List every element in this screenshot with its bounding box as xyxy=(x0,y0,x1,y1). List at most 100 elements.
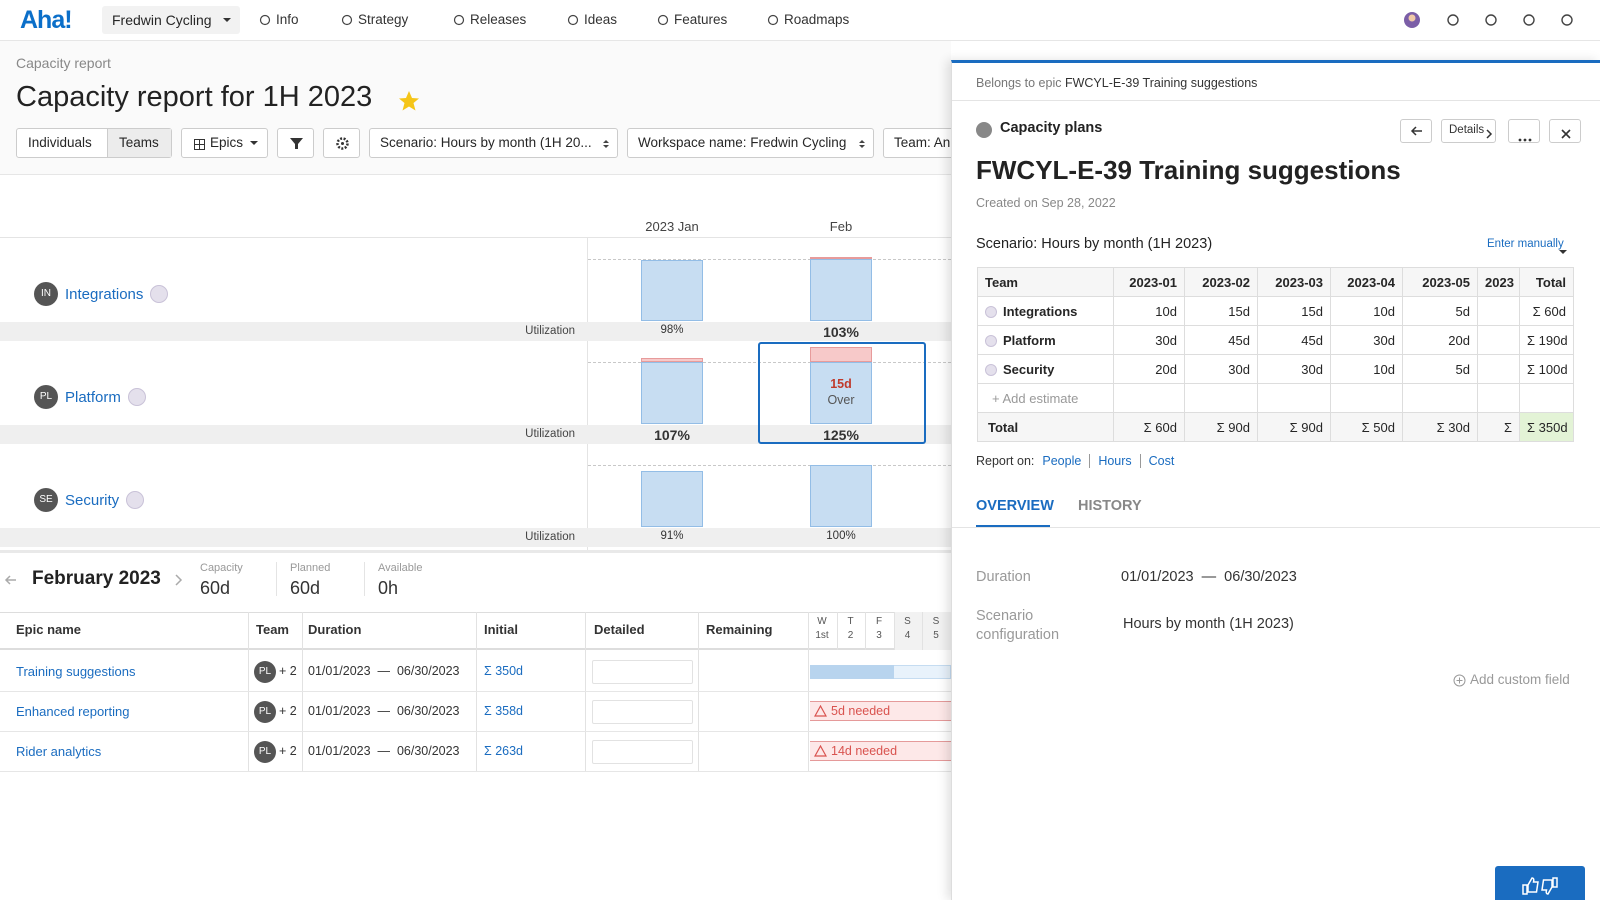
nav-icon-svg xyxy=(453,14,465,26)
details-chevron-svg xyxy=(1486,129,1493,139)
star-svg xyxy=(399,91,419,111)
next-arrow-svg xyxy=(175,574,183,586)
add-estimate[interactable]: + Add estimate xyxy=(977,383,1114,413)
gear-icon xyxy=(336,137,349,150)
column-header: Team xyxy=(977,267,1114,297)
estimate-cell[interactable]: 10d xyxy=(1330,354,1403,384)
day-column xyxy=(922,612,951,650)
epic-name[interactable]: Rider analytics xyxy=(16,744,102,759)
month-header: Feb xyxy=(829,219,853,234)
utilization-band xyxy=(0,322,951,341)
estimate-cell[interactable]: 15d xyxy=(1257,296,1331,326)
details-button[interactable]: Details xyxy=(1441,119,1496,143)
toggle-button[interactable]: Teams xyxy=(119,135,159,150)
settings-button[interactable] xyxy=(323,128,360,158)
tab[interactable]: HISTORY xyxy=(1078,498,1142,514)
back-icon xyxy=(1410,125,1423,137)
label-column-divider xyxy=(587,238,588,550)
estimate-cell[interactable]: 20d xyxy=(1113,354,1185,384)
filter-select[interactable]: Workspace name: Fredwin Cycling xyxy=(627,128,874,158)
field-value[interactable]: 01/01/2023 — 06/30/2023 xyxy=(1121,569,1297,585)
logo[interactable]: Aha! xyxy=(20,6,73,34)
totals-row: Total Σ 60d Σ 90d Σ 90d Σ 50d Σ 30d Σ Σ 350d xyxy=(977,412,1574,442)
add-custom-field[interactable]: Add custom field xyxy=(1470,672,1570,687)
detailed-input[interactable] xyxy=(592,660,693,684)
tab-underline xyxy=(976,525,1050,527)
nav-item[interactable]: Features xyxy=(674,12,728,27)
estimate-cell[interactable]: 30d xyxy=(1257,354,1331,384)
team-avatar: PL xyxy=(254,701,276,723)
workspace-dropdown[interactable]: Fredwin Cycling xyxy=(102,6,240,34)
estimate-cell[interactable] xyxy=(1477,325,1520,355)
nav-item[interactable]: Roadmaps xyxy=(784,12,850,27)
estimate-cell[interactable]: 10d xyxy=(1330,296,1403,326)
estimate-cell[interactable]: 20d xyxy=(1402,325,1478,355)
selected-cell[interactable] xyxy=(758,342,926,444)
report-on: Report on: People Hours Cost xyxy=(976,454,1174,468)
nav-icon-svg xyxy=(259,14,271,26)
report-option[interactable]: People xyxy=(1042,454,1082,468)
team-name[interactable]: Security xyxy=(65,491,120,509)
field-value[interactable]: Hours by month (1H 2023) xyxy=(1123,616,1294,632)
team-name[interactable]: Platform xyxy=(65,388,121,406)
back-button[interactable] xyxy=(1400,119,1432,143)
scenario-label: Scenario: Hours by month (1H 2023) xyxy=(976,236,1213,252)
estimate-cell[interactable]: 30d xyxy=(1113,325,1185,355)
nav-item[interactable]: Releases xyxy=(470,12,527,27)
epic-name[interactable]: Training suggestions xyxy=(16,664,136,679)
epic-initial[interactable]: Σ 350d xyxy=(484,664,524,678)
epic-initial[interactable]: Σ 263d xyxy=(484,744,524,758)
team-avatar: SE xyxy=(34,488,58,512)
estimate-cell[interactable]: 30d xyxy=(1330,325,1403,355)
team-label[interactable]: PL Platform xyxy=(34,385,146,409)
view-dropdown[interactable]: Epics xyxy=(181,128,268,158)
estimate-cell[interactable]: 10d xyxy=(1113,296,1185,326)
day-number: 5 xyxy=(933,630,939,641)
breadcrumb-epic[interactable]: FWCYL-E-39 Training suggestions xyxy=(1064,76,1258,90)
nav-item[interactable]: Info xyxy=(276,12,299,27)
nav-item[interactable]: Ideas xyxy=(584,12,618,27)
utilization-value: 103% xyxy=(823,324,859,340)
utilization-value: 125% xyxy=(823,427,859,443)
team-label[interactable]: SE Security xyxy=(34,488,145,512)
toolbar-icon-svg xyxy=(1447,14,1459,26)
entry-mode[interactable]: Enter manually xyxy=(1487,238,1576,254)
total-cell: Σ xyxy=(1477,412,1520,442)
estimate-cell[interactable]: 45d xyxy=(1184,325,1258,355)
day-weekday: S xyxy=(932,616,940,627)
estimate-cell[interactable]: 15d xyxy=(1184,296,1258,326)
feedback-button[interactable] xyxy=(1495,866,1585,900)
detailed-input[interactable] xyxy=(592,700,693,724)
team-name[interactable]: Integrations xyxy=(65,285,144,303)
estimate-cell[interactable] xyxy=(1477,296,1520,326)
filter-select[interactable]: Scenario: Hours by month (1H 20... xyxy=(369,128,618,158)
day-weekday: F xyxy=(875,616,883,627)
gantt-progress xyxy=(810,665,894,679)
avatar-svg xyxy=(1404,12,1420,28)
totals-label: Total xyxy=(977,412,1114,442)
detailed-input[interactable] xyxy=(592,740,693,764)
estimate-cell[interactable]: 5d xyxy=(1402,354,1478,384)
estimate-cell[interactable]: 30d xyxy=(1184,354,1258,384)
more-button[interactable] xyxy=(1508,119,1540,143)
team-label[interactable]: IN Integrations xyxy=(34,282,169,306)
estimate-cell[interactable]: 45d xyxy=(1257,325,1331,355)
epic-initial[interactable]: Σ 358d xyxy=(484,704,524,718)
day-column xyxy=(865,612,894,650)
tab[interactable]: OVERVIEW xyxy=(976,498,1054,514)
day-column xyxy=(808,612,837,650)
toggle-button[interactable]: Individuals xyxy=(28,135,92,150)
row-total: Σ 190d xyxy=(1519,325,1574,355)
target-line xyxy=(588,362,951,363)
close-icon-svg xyxy=(1561,129,1571,139)
close-button[interactable] xyxy=(1549,119,1581,143)
add-row: + Add estimate xyxy=(977,383,1574,413)
report-option[interactable]: Hours xyxy=(1098,454,1132,468)
column-divider xyxy=(698,612,699,772)
estimate-cell[interactable]: 5d xyxy=(1402,296,1478,326)
report-option[interactable]: Cost xyxy=(1148,454,1175,468)
estimate-cell[interactable] xyxy=(1477,354,1520,384)
epic-name[interactable]: Enhanced reporting xyxy=(16,704,130,719)
nav-item[interactable]: Strategy xyxy=(358,12,409,27)
filter-button[interactable] xyxy=(277,128,314,158)
